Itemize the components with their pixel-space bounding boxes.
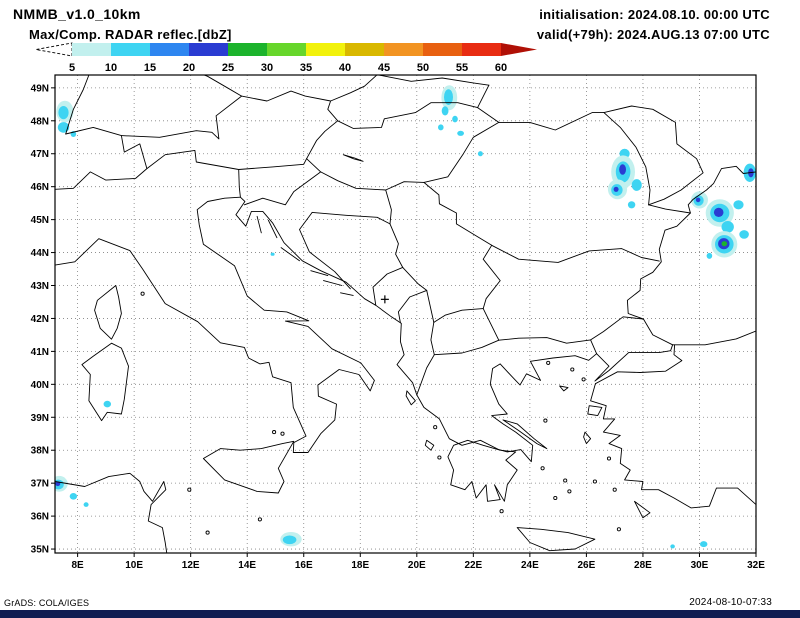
lat-tick-label: 43N <box>31 281 49 292</box>
lon-tick-label: 26E <box>578 560 596 571</box>
lon-tick-label: 16E <box>295 560 313 571</box>
colorbar-tick-label: 20 <box>183 62 195 74</box>
colorbar-segment <box>345 43 384 56</box>
colorbar-tick-label: 25 <box>222 62 234 74</box>
colorbar-tick-label: 30 <box>261 62 273 74</box>
lat-tick-label: 41N <box>31 347 49 358</box>
lat-tick-label: 46N <box>31 182 49 193</box>
plus-marker <box>380 295 389 304</box>
colorbar-segment <box>306 43 345 56</box>
lat-tick-label: 48N <box>31 116 49 127</box>
bottom-window-bar <box>0 610 800 618</box>
lat-tick-label: 42N <box>31 314 49 325</box>
colorbar-tick-label: 40 <box>339 62 351 74</box>
grid-lines <box>55 75 756 553</box>
lon-tick-label: 32E <box>747 560 765 571</box>
colorbar-segment <box>267 43 306 56</box>
colorbar-segment <box>384 43 423 56</box>
colorbar-tick-label: 60 <box>495 62 507 74</box>
lat-tick-label: 38N <box>31 446 49 457</box>
colorbar-legend: 5 10 15 20 25 30 35 40 45 50 55 60 <box>35 42 537 74</box>
coastlines-borders <box>55 75 756 553</box>
colorbar-tick-label: 15 <box>144 62 156 74</box>
colorbar-tick-label: 35 <box>300 62 312 74</box>
colorbar-segment <box>423 43 462 56</box>
lon-tick-label: 10E <box>125 560 143 571</box>
creation-timestamp: 2024-08-10-07:33 <box>689 597 772 608</box>
lon-tick-label: 20E <box>408 560 426 571</box>
colorbar-segment <box>150 43 189 56</box>
colorbar-tick-label: 50 <box>417 62 429 74</box>
colorbar-tick-label: 5 <box>69 62 75 74</box>
lon-tick-label: 12E <box>182 560 200 571</box>
axes: 8E 10E 12E 14E 16E 18E 20E 22E 24E 26E 28E 30E 32E 35… <box>31 83 766 571</box>
colorbar-segment <box>189 43 228 56</box>
lon-tick-label: 18E <box>351 560 369 571</box>
lat-tick-label: 36N <box>31 512 49 523</box>
model-title: NMMB_v1.0_10km <box>13 6 141 22</box>
map-inner <box>55 75 756 553</box>
init-datetime: initialisation: 2024.08.10. 00:00 UTC <box>539 7 770 22</box>
colorbar-segment <box>72 43 111 56</box>
colorbar-segment <box>228 43 267 56</box>
radar-echoes <box>55 85 756 549</box>
lat-tick-label: 45N <box>31 215 49 226</box>
field-title: Max/Comp. RADAR reflec.[dbZ] <box>29 27 232 42</box>
colorbar-segment <box>462 43 501 56</box>
valid-datetime: valid(+79h): 2024.AUG.13 07:00 UTC <box>536 27 770 42</box>
lon-tick-label: 8E <box>71 560 84 571</box>
colorbar-tick-label: 45 <box>378 62 390 74</box>
colorbar-tick-label: 10 <box>105 62 117 74</box>
map-canvas: 8E 10E 12E 14E 16E 18E 20E 22E 24E 26E 28E 30E 32E 35… <box>31 74 766 571</box>
map-frame <box>54 74 757 554</box>
lat-tick-label: 35N <box>31 545 49 556</box>
lat-tick-label: 39N <box>31 413 49 424</box>
lat-tick-label: 37N <box>31 479 49 490</box>
colorbar-head <box>501 43 537 56</box>
lon-tick-label: 22E <box>464 560 482 571</box>
lat-tick-label: 47N <box>31 149 49 160</box>
lon-tick-label: 24E <box>521 560 539 571</box>
lon-tick-label: 14E <box>238 560 256 571</box>
colorbar-tick-label: 55 <box>456 62 468 74</box>
lon-tick-label: 28E <box>634 560 652 571</box>
lat-tick-label: 44N <box>31 248 49 259</box>
grads-credit: GrADS: COLA/IGES <box>4 598 90 608</box>
lat-tick-label: 49N <box>31 83 49 94</box>
colorbar-segment <box>111 43 150 56</box>
lat-tick-label: 40N <box>31 380 49 391</box>
lon-tick-label: 30E <box>691 560 709 571</box>
